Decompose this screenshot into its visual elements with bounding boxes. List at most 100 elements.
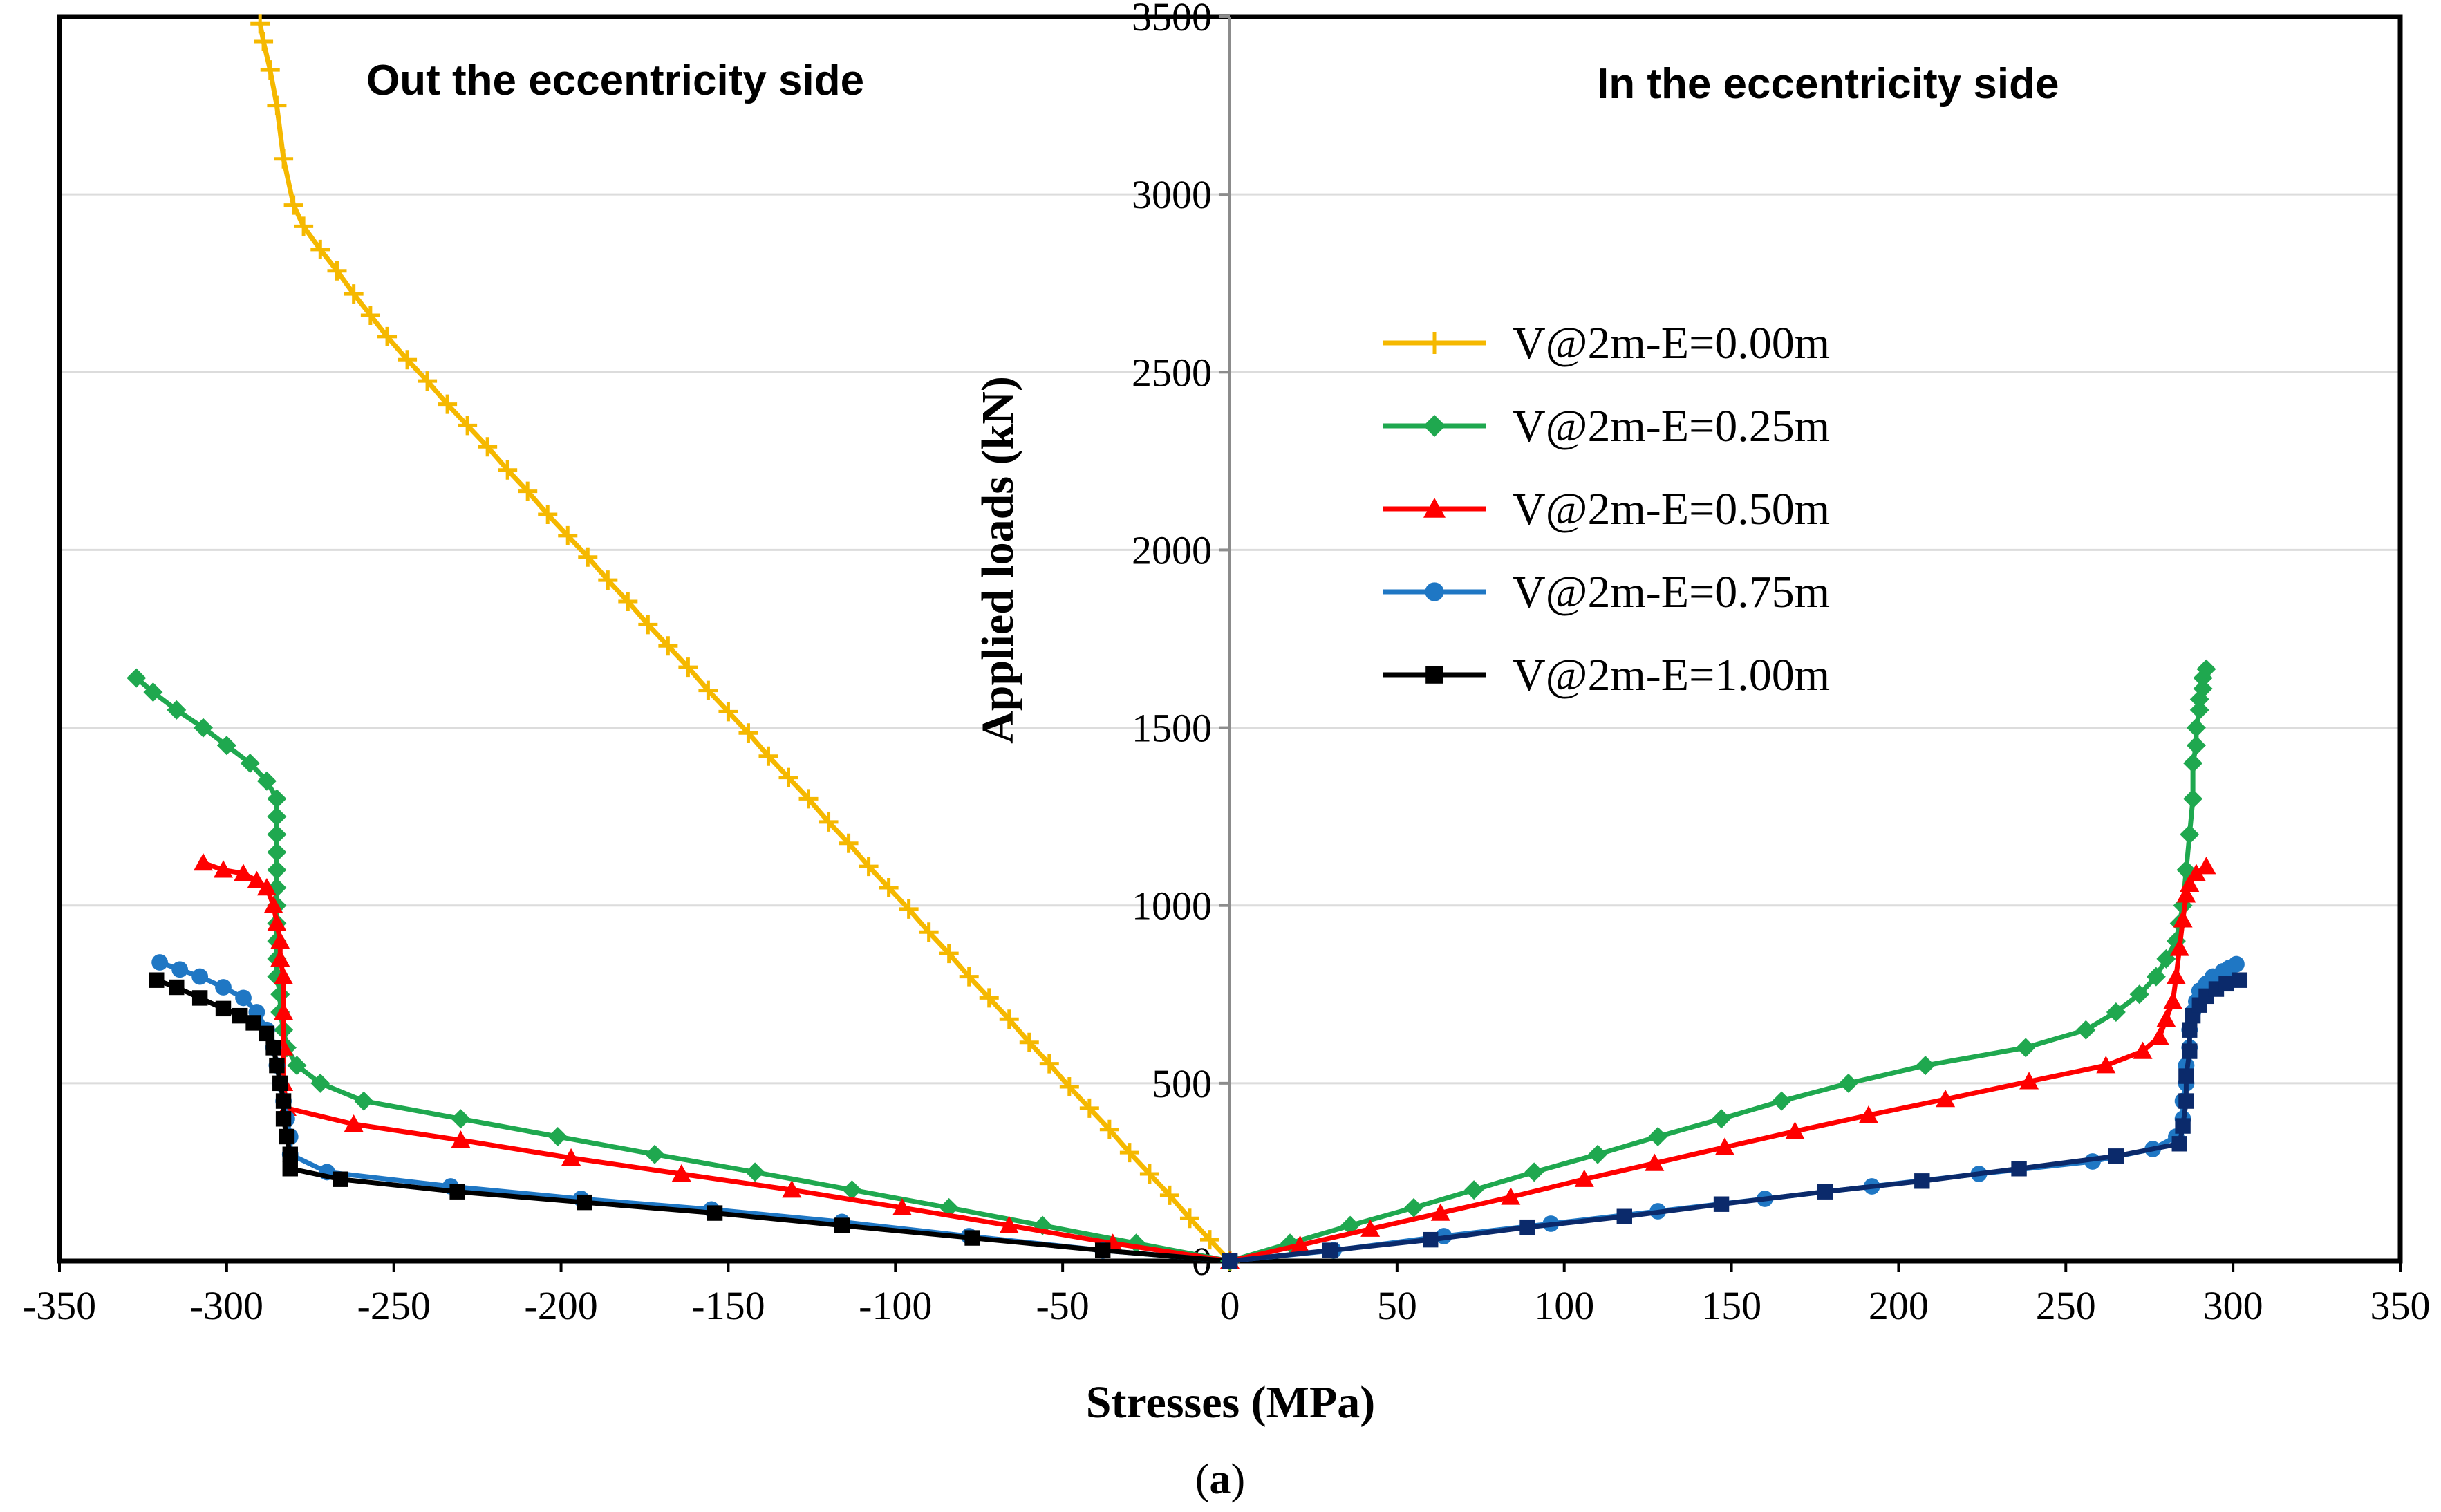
data-point: [282, 1161, 298, 1177]
x-tick-label: 300: [2203, 1283, 2263, 1328]
data-point: [1501, 1187, 1521, 1205]
series-group: [1220, 857, 2216, 1269]
data-point: [260, 60, 280, 80]
data-point: [451, 1109, 471, 1129]
data-point: [561, 1148, 581, 1166]
data-point: [287, 1056, 307, 1076]
x-tick-label: -250: [357, 1283, 431, 1328]
data-point: [939, 944, 959, 964]
data-point: [1838, 1073, 1858, 1093]
x-tick-label: 150: [1701, 1283, 1761, 1328]
x-tick-label: 50: [1377, 1283, 1417, 1328]
data-point: [999, 1009, 1019, 1029]
data-point: [645, 1144, 665, 1164]
data-point: [2196, 659, 2216, 679]
data-point: [839, 833, 859, 853]
data-point: [2180, 874, 2200, 893]
data-point: [2019, 1072, 2039, 1090]
data-point: [842, 1180, 862, 1200]
data-point: [964, 1230, 980, 1246]
data-point: [2129, 984, 2149, 1005]
data-point: [1039, 1054, 1059, 1074]
data-point: [191, 990, 208, 1006]
y-tick-label: 1000: [1132, 884, 1212, 928]
data-point: [215, 1000, 232, 1017]
data-point: [327, 261, 347, 281]
data-point: [193, 718, 213, 738]
data-point: [618, 592, 638, 611]
data-point: [398, 350, 418, 370]
data-point: [1099, 1119, 1119, 1139]
data-point: [778, 767, 798, 787]
data-point: [344, 284, 364, 304]
data-point: [2175, 1118, 2191, 1134]
data-point: [216, 736, 236, 756]
data-point: [2196, 857, 2216, 875]
x-tick-label: -200: [524, 1283, 597, 1328]
data-point: [263, 895, 283, 913]
legend: V@2m-E=0.00m V@2m-E=0.25m V@2m-E=0.50m V@2m…: [1383, 318, 1830, 700]
caption-close: ): [1231, 1456, 1246, 1503]
data-point: [718, 702, 738, 722]
figure-caption: (a): [1195, 1456, 1245, 1503]
data-point: [274, 967, 294, 984]
data-point: [1199, 1230, 1219, 1250]
data-point: [1222, 1253, 1238, 1269]
x-tick-label: 0: [1220, 1283, 1240, 1328]
data-point: [1519, 1219, 1535, 1235]
data-point: [1423, 498, 1446, 518]
legend-label: V@2m-E=0.50m: [1513, 484, 1830, 534]
y-tick-label: 3000: [1132, 172, 1212, 217]
annotation-left: Out the eccentricity side: [366, 57, 864, 104]
data-point: [1425, 666, 1443, 684]
x-tick-label: -300: [190, 1283, 263, 1328]
data-point: [959, 967, 979, 987]
data-point: [1714, 1137, 1734, 1155]
data-point: [999, 1215, 1019, 1233]
data-point: [1785, 1121, 1805, 1139]
data-point: [577, 1194, 592, 1211]
data-point: [193, 853, 213, 871]
data-point: [127, 668, 147, 688]
data-point: [256, 878, 277, 896]
data-point: [254, 32, 274, 51]
data-point: [267, 860, 287, 880]
series-layer: [127, 14, 2248, 1271]
data-point: [2173, 910, 2193, 928]
series-group: [1220, 659, 2216, 1271]
data-point: [1423, 415, 1446, 437]
data-point: [979, 988, 999, 1008]
data-point: [214, 860, 234, 878]
data-point: [270, 949, 290, 967]
data-point: [256, 771, 277, 791]
data-point: [2183, 754, 2203, 773]
data-point: [275, 1093, 292, 1109]
data-point: [1423, 332, 1446, 354]
data-point: [191, 968, 209, 985]
data-point: [498, 460, 518, 480]
legend-entry: V@2m-E=0.00m: [1383, 318, 1830, 368]
legend-label: V@2m-E=0.75m: [1513, 567, 1830, 617]
data-point: [274, 149, 294, 169]
data-point: [1322, 1242, 1338, 1258]
data-point: [235, 989, 252, 1007]
data-point: [2180, 824, 2200, 844]
data-point: [310, 1073, 330, 1093]
data-point: [2011, 1161, 2027, 1177]
data-point: [671, 1164, 691, 1182]
data-point: [215, 979, 232, 996]
data-point: [171, 961, 189, 978]
data-point: [247, 870, 267, 888]
data-point: [267, 842, 287, 862]
data-point: [1713, 1196, 1730, 1212]
data-point: [548, 1127, 568, 1146]
data-point: [267, 913, 287, 931]
data-point: [333, 1171, 348, 1187]
data-point: [272, 1075, 288, 1092]
data-point: [2232, 972, 2248, 988]
data-point: [2156, 1009, 2176, 1027]
data-point: [2228, 955, 2245, 973]
data-point: [738, 723, 758, 743]
data-point: [294, 216, 314, 236]
data-point: [2149, 1027, 2169, 1045]
